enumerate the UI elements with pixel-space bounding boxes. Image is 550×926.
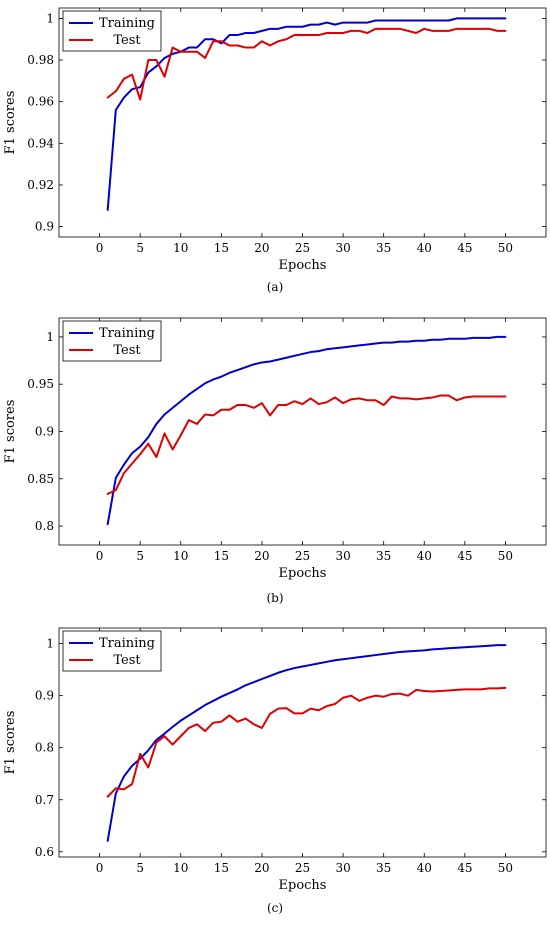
- chart-b-x-tick-label: 35: [376, 549, 391, 563]
- chart-b-y-tick-label: 0.85: [27, 472, 54, 486]
- chart-a-y-tick-label: 0.9: [35, 220, 54, 234]
- chart-a-x-tick-label: 10: [173, 241, 188, 255]
- chart-a-y-tick-label: 0.98: [27, 53, 54, 67]
- chart-c-x-tick-label: 25: [295, 861, 310, 875]
- chart-a-x-tick-label: 40: [417, 241, 432, 255]
- chart-a-x-tick-label: 5: [136, 241, 144, 255]
- chart-c-y-tick-label: 0.7: [35, 793, 54, 807]
- chart-b: 0 5 10 15 20 25 30 35 40 45 50 0.8 0.85 0.9 0.95 1 Epoch…: [3, 317, 547, 605]
- chart-b-x-tick-label: 25: [295, 549, 310, 563]
- chart-a: 0 5 10 15 20 25 30 35 40 45 50 0.9 0.92 0.94 0.96 0.98 1…: [3, 7, 547, 294]
- chart-a-x-tick-label: 45: [457, 241, 472, 255]
- chart-c-legend: Training Test: [62, 630, 162, 672]
- chart-c-x-tick-label: 10: [173, 861, 188, 875]
- chart-c-y-tick-label: 0.9: [35, 689, 54, 703]
- chart-b-caption: (b): [266, 591, 283, 605]
- chart-c-y-tick-label: 0.8: [35, 741, 54, 755]
- chart-a-y-tick-label: 1: [46, 11, 54, 25]
- chart-b-legend-box: [62, 320, 162, 362]
- chart-c-x-tick-label: 15: [214, 861, 229, 875]
- chart-c-series-test-line: [106, 686, 507, 798]
- chart-b-y-tick-label: 0.8: [35, 519, 54, 533]
- chart-b-x-tick-label: 40: [417, 549, 432, 563]
- chart-a-y-tick-label: 0.96: [27, 95, 54, 109]
- chart-b-legend-label-test: Test: [113, 343, 141, 358]
- chart-c-y-tick-label: 1: [46, 637, 54, 651]
- chart-a-legend-label-test: Test: [113, 33, 141, 48]
- chart-a-caption: (a): [267, 280, 284, 294]
- chart-c-x-tick-label: 50: [498, 861, 513, 875]
- chart-b-x-tick-label: 10: [173, 549, 188, 563]
- chart-a-series-test-line: [106, 27, 507, 101]
- chart-a-x-tick-label: 15: [214, 241, 229, 255]
- chart-b-y-tick-label: 1: [46, 330, 54, 344]
- chart-c-x-axis-label: Epochs: [279, 878, 327, 893]
- chart-b-legend-label-training: Training: [99, 326, 155, 341]
- chart-b-y-tick-label: 0.9: [35, 425, 54, 439]
- chart-c-caption: (c): [267, 901, 283, 915]
- chart-b-y-tick-label: 0.95: [27, 377, 54, 391]
- chart-a-x-tick-label: 25: [295, 241, 310, 255]
- chart-c-legend-box: [62, 630, 162, 672]
- chart-c-y-tick-label: 0.6: [35, 845, 54, 859]
- chart-c-series-training-line: [106, 644, 507, 842]
- chart-c-x-tick-label: 35: [376, 861, 391, 875]
- chart-b-x-tick-label: 50: [498, 549, 513, 563]
- chart-b-x-tick-label: 20: [254, 549, 269, 563]
- chart-a-x-tick-label: 30: [335, 241, 350, 255]
- chart-b-x-tick-label: 30: [335, 549, 350, 563]
- chart-a-x-tick-label: 50: [498, 241, 513, 255]
- chart-b-y-axis-label: F1 scores: [3, 400, 18, 464]
- chart-a-x-tick-label: 20: [254, 241, 269, 255]
- chart-a-legend: Training Test: [62, 10, 162, 52]
- chart-b-series-test-line: [106, 394, 507, 495]
- chart-c-x-tick-label: 40: [417, 861, 432, 875]
- chart-c-x-tick-label: 0: [96, 861, 104, 875]
- chart-a-legend-box: [62, 10, 162, 52]
- chart-a-x-tick-label: 0: [96, 241, 104, 255]
- chart-c-y-axis-label: F1 scores: [3, 711, 18, 775]
- chart-a-series-training-line: [106, 17, 507, 211]
- chart-c-legend-label-test: Test: [113, 653, 141, 668]
- chart-c-x-tick-label: 20: [254, 861, 269, 875]
- chart-a-y-tick-label: 0.94: [27, 136, 54, 150]
- chart-b-x-tick-label: 45: [457, 549, 472, 563]
- chart-c-x-tick-label: 45: [457, 861, 472, 875]
- chart-b-legend: Training Test: [62, 320, 162, 362]
- chart-a-x-tick-label: 35: [376, 241, 391, 255]
- chart-c-legend-label-training: Training: [99, 636, 155, 651]
- chart-c-x-tick-label: 30: [335, 861, 350, 875]
- chart-b-series-training-line: [106, 335, 507, 526]
- chart-a-x-axis-label: Epochs: [279, 258, 327, 273]
- chart-b-x-axis-label: Epochs: [279, 566, 327, 581]
- chart-b-x-tick-label: 5: [136, 549, 144, 563]
- chart-a-y-tick-label: 0.92: [27, 178, 54, 192]
- chart-a-y-axis-label: F1 scores: [3, 91, 18, 155]
- chart-b-x-tick-label: 0: [96, 549, 104, 563]
- chart-c: 0 5 10 15 20 25 30 35 40 45 50 0.6 0.7 0.8 0.9 1 Epochs F…: [3, 627, 547, 915]
- chart-b-x-tick-label: 15: [214, 549, 229, 563]
- chart-a-legend-label-training: Training: [99, 16, 155, 31]
- chart-c-x-tick-label: 5: [136, 861, 144, 875]
